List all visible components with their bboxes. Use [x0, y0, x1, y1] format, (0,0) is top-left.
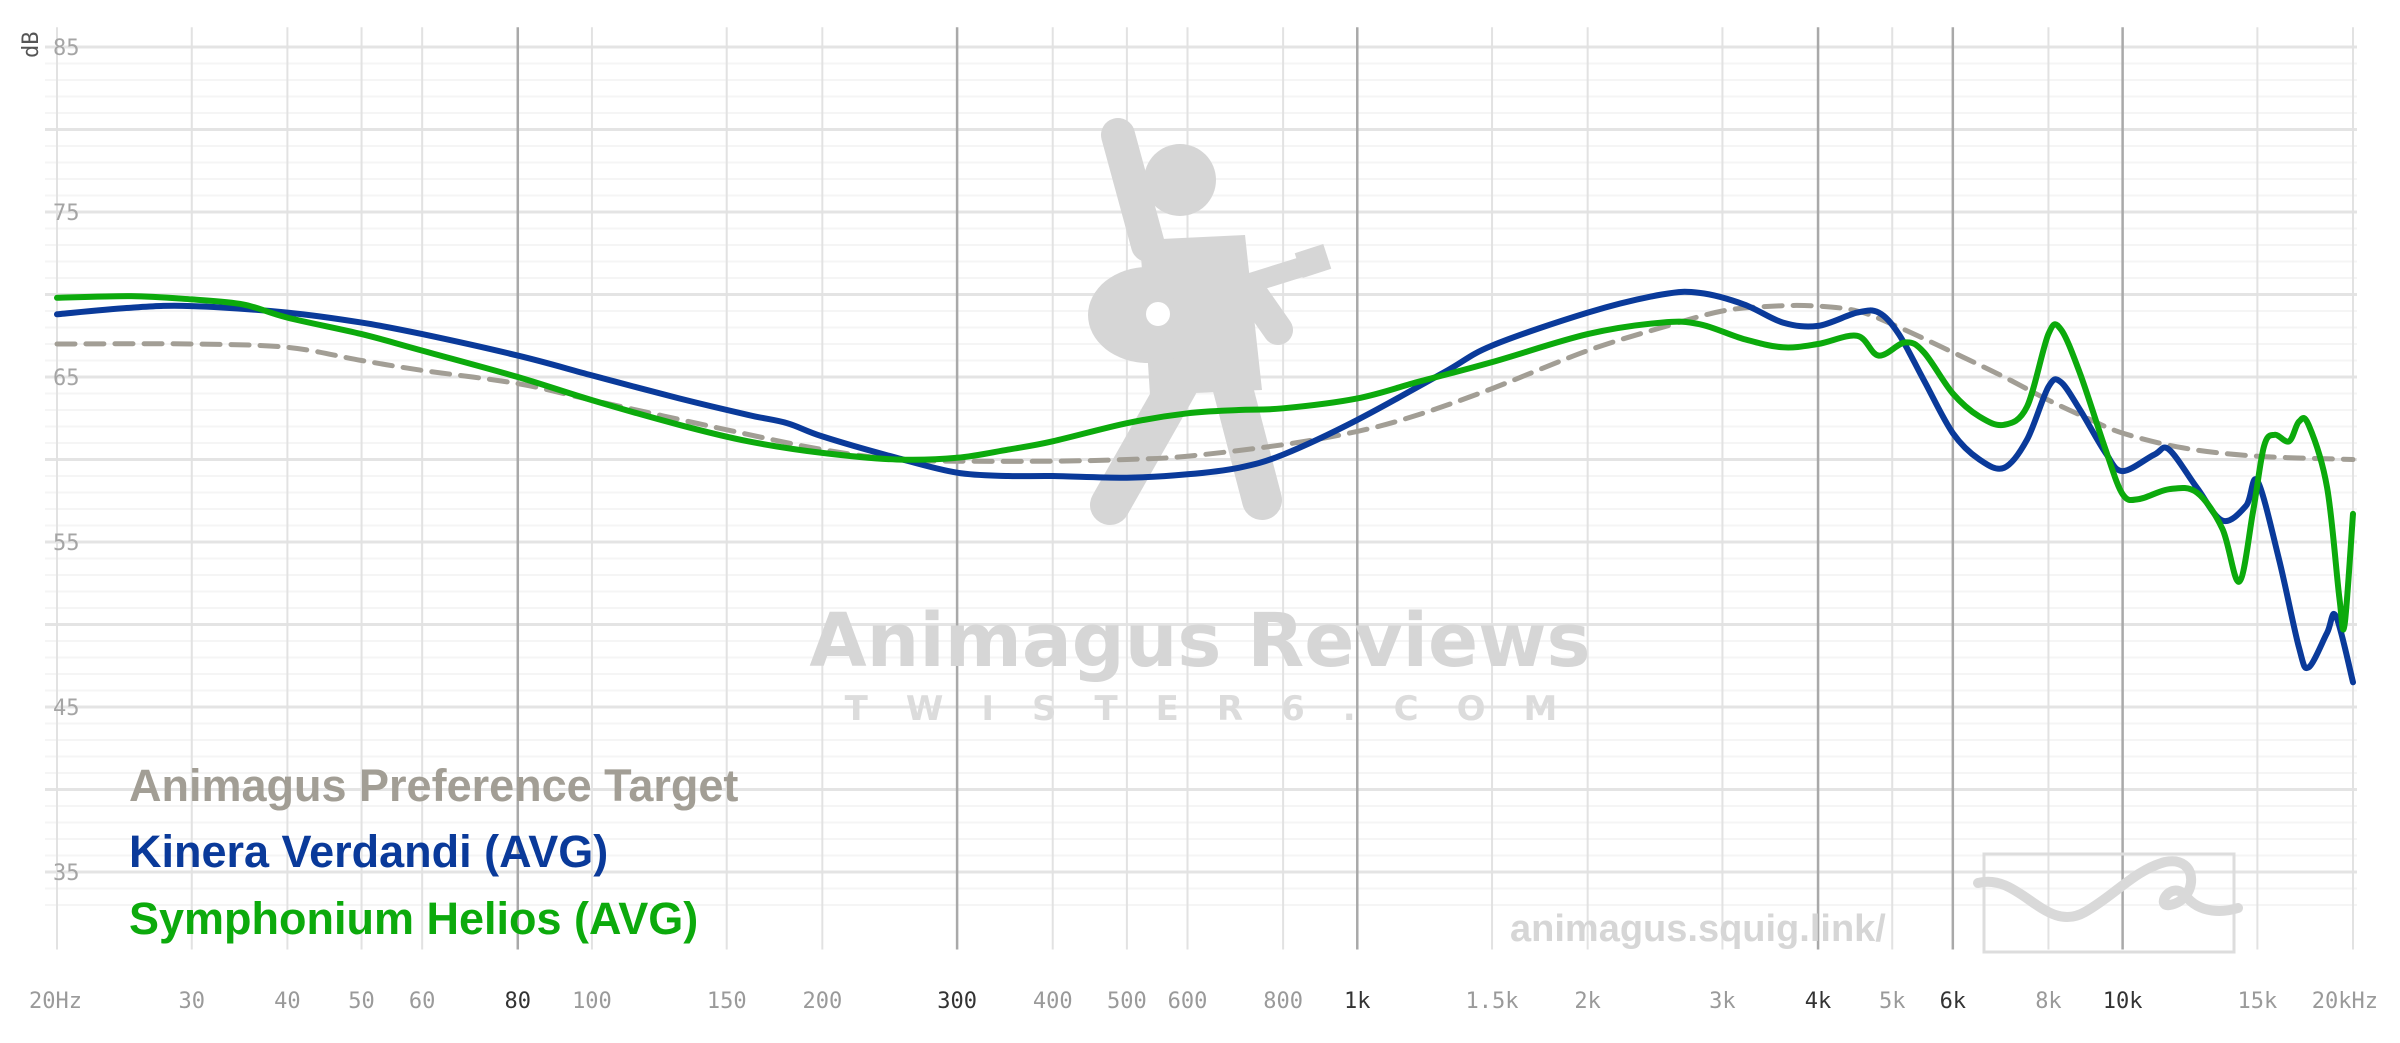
legend: Animagus Preference Target Kinera Verdand… — [129, 760, 738, 944]
x-tick-label: 1k — [1344, 989, 1371, 1014]
x-tick-label: 150 — [707, 989, 747, 1014]
y-tick-label: 45 — [53, 696, 80, 721]
x-tick-label: 500 — [1107, 989, 1147, 1014]
x-tick-label: 800 — [1263, 989, 1303, 1014]
x-tick-label: 8k — [2035, 989, 2062, 1014]
series-line-1 — [54, 302, 2356, 464]
x-tick-label: 6k — [1940, 989, 1967, 1014]
x-tick-label: 400 — [1033, 989, 1073, 1014]
legend-entry[interactable]: Symphonium Helios (AVG) — [129, 893, 698, 944]
y-tick-label: 75 — [53, 201, 80, 226]
x-tick-label: 2k — [1574, 989, 1601, 1014]
series-line-3 — [54, 293, 2356, 633]
x-tick-label: 15k — [2238, 989, 2278, 1014]
x-tick-label: 60 — [409, 989, 436, 1014]
x-tick-label: 4k — [1805, 989, 1832, 1014]
x-tick-label: 10k — [2103, 989, 2143, 1014]
legend-entry[interactable]: Animagus Preference Target — [129, 760, 738, 811]
x-tick-label: 5k — [1879, 989, 1906, 1014]
x-tick-label: 20kHz — [2312, 989, 2378, 1014]
y-tick-label: 35 — [53, 861, 80, 886]
x-tick-label: 80 — [505, 989, 532, 1014]
squiglink-logo-icon — [1973, 852, 2243, 954]
y-grid-lines — [45, 45, 2357, 906]
x-tick-label: 30 — [179, 989, 206, 1014]
x-tick-label: 600 — [1168, 989, 1208, 1014]
y-tick-label: 65 — [53, 366, 80, 391]
y-axis-label: dB — [19, 32, 44, 59]
x-tick-label: 1.5k — [1466, 989, 1519, 1014]
x-tick-label: 300 — [937, 989, 977, 1014]
watermark-title: Animagus Reviews — [809, 598, 1590, 684]
y-tick-labels: 85 75 65 55 45 35 — [53, 36, 80, 886]
x-tick-label: 50 — [348, 989, 375, 1014]
x-tick-label: 20Hz — [29, 989, 82, 1014]
watermark-subtitle: TWISTER6.COM — [845, 689, 1596, 729]
watermark-url: animagus.squig.link/ — [1510, 908, 1886, 950]
x-tick-labels: 20Hz 30 40 50 60 80 100 150 200 300 400 500 600 800 1k… — [29, 989, 2378, 1014]
legend-entry[interactable]: Kinera Verdandi (AVG) — [129, 826, 608, 877]
x-tick-label: 3k — [1709, 989, 1736, 1014]
x-tick-label: 200 — [802, 989, 842, 1014]
y-tick-label: 55 — [53, 531, 80, 556]
series-curves — [54, 288, 2356, 686]
x-tick-label: 100 — [572, 989, 612, 1014]
guitarist-logo-icon — [1088, 118, 1332, 525]
x-tick-label: 40 — [274, 989, 301, 1014]
y-tick-label: 85 — [53, 36, 80, 61]
